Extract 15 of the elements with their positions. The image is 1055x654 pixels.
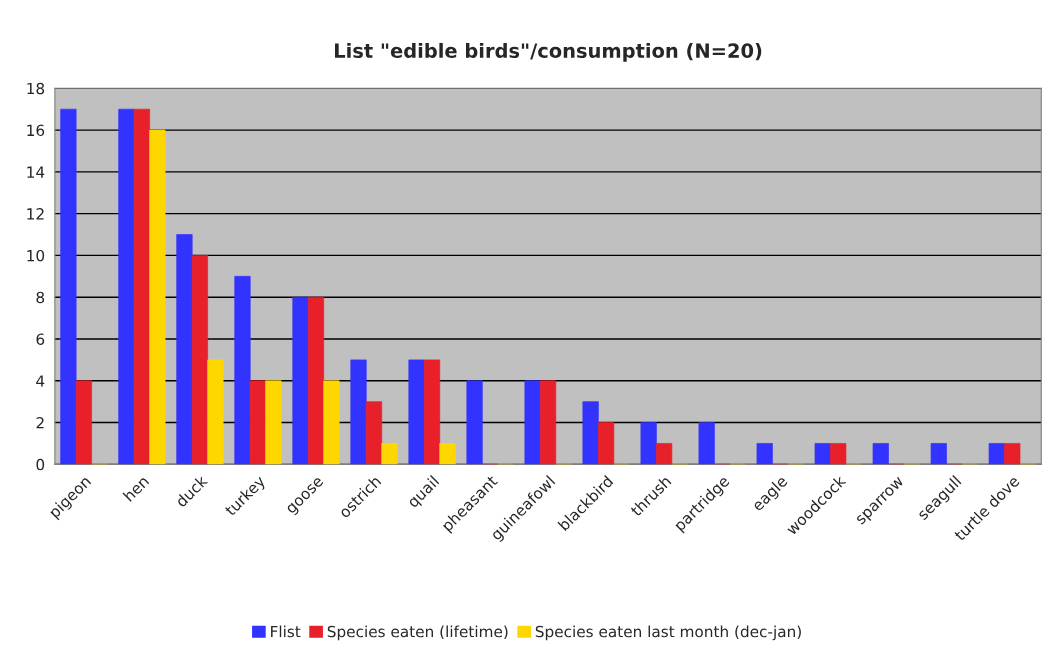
y-tick-label: 12 (27, 208, 44, 220)
y-tick-label: 0 (36, 458, 45, 471)
legend-label: Species eaten (lifetime) (327, 625, 508, 641)
y-tick-label: 2 (36, 417, 44, 429)
y-tick-label: 6 (36, 333, 45, 346)
y-tick-label: 4 (36, 375, 45, 387)
y-tick-label: 16 (27, 124, 45, 137)
legend-label: Flist (271, 625, 301, 638)
y-tick-label: 8 (36, 291, 45, 304)
y-tick-label: 14 (27, 166, 45, 178)
x-tick-label: hen (122, 474, 150, 502)
y-tick-label: 10 (27, 249, 45, 262)
chart-title: List "edible birds"/consumption (N=20) (335, 42, 762, 62)
y-tick-label: 18 (27, 82, 45, 95)
legend-label: Species eaten last month (dec-jan) (535, 625, 801, 641)
